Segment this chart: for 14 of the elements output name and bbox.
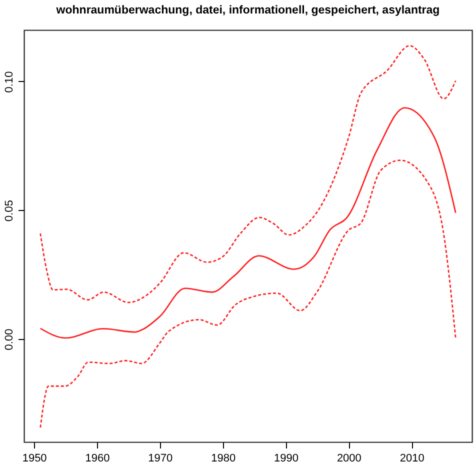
- x-tick-label: 1980: [211, 452, 236, 464]
- x-tick-label: 1950: [22, 452, 47, 464]
- x-tick-label: 1970: [148, 452, 173, 464]
- chart-title: wohnraumüberwachung, datei, informationell, gespeichert, asylantrag: [55, 4, 440, 16]
- y-tick-label: 0.00: [4, 328, 16, 350]
- x-tick-label: 2010: [400, 452, 424, 464]
- line-series: [40, 160, 456, 428]
- y-tick-label: 0.05: [4, 200, 16, 222]
- x-tick-label: 1960: [85, 452, 110, 464]
- x-tick-label: 2000: [336, 452, 362, 464]
- y-tick-label: 0.10: [4, 71, 16, 93]
- x-tick-label: 1990: [274, 452, 298, 464]
- line-series: [40, 45, 456, 304]
- line-series: [40, 107, 456, 339]
